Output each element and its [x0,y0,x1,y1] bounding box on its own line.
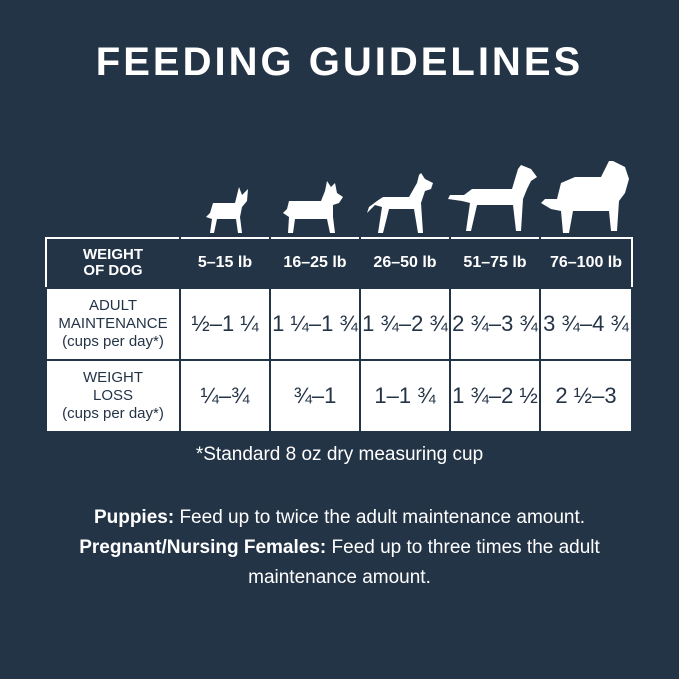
column-header: 16–25 lb [269,237,361,289]
note-label: Puppies: [93,507,175,528]
header-label-line: OF DOG [83,262,143,279]
boxer-icon [367,173,433,233]
table-cell: 3 ¾–4 ¾ [539,287,633,361]
row-label-line: ADULT [88,297,138,314]
row-label: WEIGHT LOSS (cups per day*) [45,359,181,433]
column-header: 26–50 lb [359,237,451,289]
table-row: WEIGHT LOSS (cups per day*) ¼–¾ ¾–1 1–1 ¾ … [45,359,633,433]
toy-dog-icon [206,187,248,233]
table-cell: 1 ¼–1 ¾ [269,287,361,361]
footnote: *Standard 8 oz dry measuring cup [195,444,484,465]
feeding-table: WEIGHT OF DOG 5–15 lb 16–25 lb 26–50 lb 5… [45,237,633,433]
table-cell: 1–1 ¾ [359,359,451,433]
row-label: ADULT MAINTENANCE (cups per day*) [45,287,181,361]
large-dog-icon [541,161,629,233]
dog-icons-row [179,155,631,233]
feeding-notes: Puppies: Feed up to twice the adult main… [60,503,619,593]
retriever-icon [448,165,537,231]
table-row: ADULT MAINTENANCE (cups per day*) ½–1 ¼ 1 … [45,287,633,361]
table-cell: ¾–1 [269,359,361,433]
row-label-unit: (cups per day*) [62,405,164,422]
note-text: Feed up to twice the adult maintenance a… [174,507,586,528]
puppies-note: Puppies: Feed up to twice the adult main… [60,503,619,533]
table-header-row: WEIGHT OF DOG 5–15 lb 16–25 lb 26–50 lb 5… [45,237,633,289]
row-label-unit: (cups per day*) [62,333,164,350]
row-label-line: MAINTENANCE [58,315,168,332]
row-label-line: LOSS [92,387,134,404]
table-cell: 1 ¾–2 ½ [449,359,541,433]
column-header: 51–75 lb [449,237,541,289]
note-text: Feed up to three times the adult mainten… [248,537,600,588]
table-cell: 2 ½–3 [539,359,633,433]
terrier-icon [283,181,343,233]
note-label: Pregnant/Nursing Females: [79,537,327,558]
weight-of-dog-header: WEIGHT OF DOG [45,237,181,289]
column-header: 76–100 lb [539,237,633,289]
header-label-line: WEIGHT [83,246,143,263]
table-cell: ¼–¾ [179,359,271,433]
column-header: 5–15 lb [179,237,271,289]
row-label-line: WEIGHT [83,369,143,386]
table-cell: 1 ¾–2 ¾ [359,287,451,361]
pregnant-nursing-note: Pregnant/Nursing Females: Feed up to thr… [60,533,619,593]
table-cell: ½–1 ¼ [179,287,271,361]
table-cell: 2 ¾–3 ¾ [449,287,541,361]
page-title: FEEDING GUIDELINES [95,40,584,84]
